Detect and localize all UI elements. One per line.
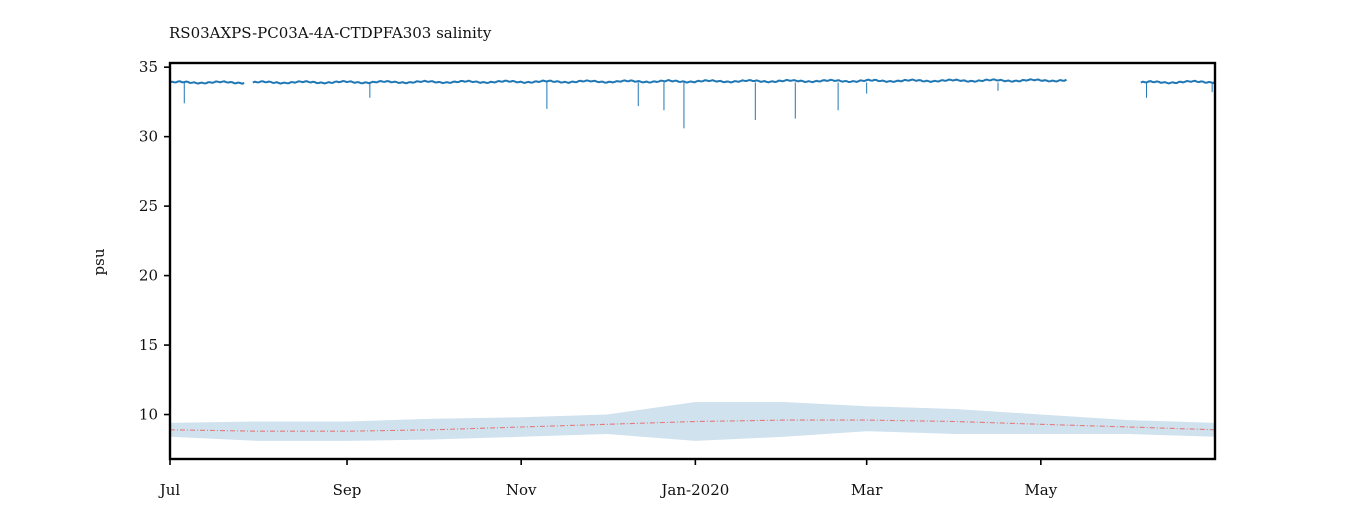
y-tick-label-25: 25 [139, 197, 158, 215]
y-tick-label-10: 10 [139, 406, 158, 424]
y-tick-label-15: 15 [139, 336, 158, 354]
x-tick-label-4: Mar [851, 481, 883, 499]
x-tick-label-5: May [1024, 481, 1057, 499]
plot-area [169, 78, 1216, 441]
climatology-mean-line [169, 419, 1216, 432]
x-tick-label-0: Jul [158, 481, 181, 499]
y-axis-ticks: 10 15 20 25 30 35 [139, 58, 170, 424]
y-tick-label-20: 20 [139, 267, 158, 285]
y-axis-label: psu [90, 248, 108, 275]
x-axis-ticks: Jul Sep Nov Jan-2020 Mar May [158, 459, 1058, 499]
x-tick-label-2: Nov [506, 481, 537, 499]
axes-frame [168, 61, 1217, 461]
chart-title: RS03AXPS-PC03A-4A-CTDPFA303 salinity [169, 24, 492, 42]
x-tick-label-3: Jan-2020 [659, 481, 729, 499]
y-tick-label-30: 30 [139, 128, 158, 146]
x-tick-label-1: Sep [333, 481, 362, 499]
salinity-segment-1 [252, 78, 1067, 85]
y-tick-label-35: 35 [139, 58, 158, 76]
salinity-segment-2 [1140, 79, 1216, 85]
salinity-segment-0 [169, 80, 245, 85]
